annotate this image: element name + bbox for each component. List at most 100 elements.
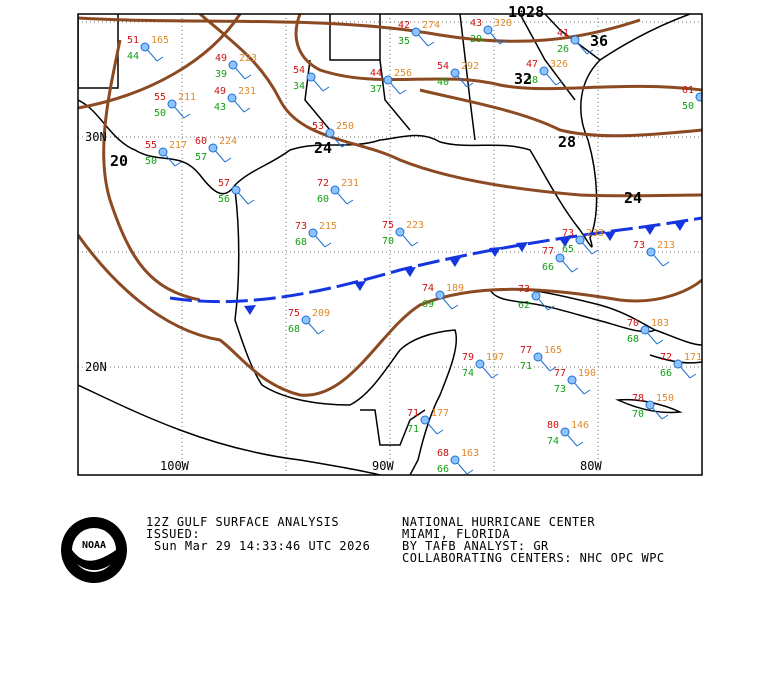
- wind-feather: [591, 249, 599, 255]
- front-pip: [489, 247, 501, 257]
- pressure: 274: [422, 20, 440, 31]
- pressure: 209: [312, 308, 330, 319]
- pressure: 190: [578, 368, 596, 379]
- station-circle: [158, 147, 168, 157]
- station: 75 68 209: [288, 308, 330, 335]
- dewpoint: 50: [682, 101, 694, 112]
- station: 77 71 165: [520, 345, 562, 372]
- station: 44 37 256: [370, 68, 412, 95]
- station-circle: [167, 99, 177, 109]
- pressure: 171: [684, 352, 702, 363]
- temperature: 47: [526, 59, 538, 70]
- wind-feather: [571, 267, 579, 273]
- temperature: 57: [218, 178, 230, 189]
- station-circle: [560, 427, 570, 437]
- station: 54 40 292: [437, 61, 479, 88]
- dewpoint: 57: [195, 152, 207, 163]
- temperature: 68: [437, 448, 449, 459]
- isobar-label: 1028: [508, 3, 544, 21]
- issued-time: Sun Mar 29 14:33:46 UTC 2026: [154, 539, 370, 553]
- station: 73 213: [633, 240, 675, 267]
- station: 78 70 150: [632, 393, 674, 420]
- wind-feather: [174, 161, 182, 167]
- product-title: 12Z GULF SURFACE ANALYSIS: [146, 515, 339, 529]
- front-pip: [674, 221, 686, 231]
- pressure: 231: [341, 178, 359, 189]
- front-pip: [404, 267, 416, 277]
- noaa-logo: NOAA: [61, 517, 127, 583]
- pressure: 146: [571, 420, 589, 431]
- temperature: 70: [627, 318, 639, 329]
- pressure: 189: [446, 283, 464, 294]
- wind-feather: [712, 107, 718, 111]
- station-circle: [435, 290, 445, 300]
- pressure: 150: [656, 393, 674, 404]
- dewpoint: 29: [470, 34, 482, 45]
- logo-text: NOAA: [82, 540, 106, 551]
- station: 73 68 215: [295, 221, 337, 248]
- station-circle: [411, 27, 421, 37]
- temperature: 55: [145, 140, 157, 151]
- grid-label: 100W: [160, 459, 190, 473]
- wind-feather: [324, 242, 332, 248]
- station: 74 69 189: [422, 283, 464, 310]
- dewpoint: 26: [557, 44, 569, 55]
- temperature: 79: [462, 352, 474, 363]
- station: 51 44 165: [127, 35, 169, 62]
- station: 55 50 211: [154, 92, 196, 119]
- wind-feather: [451, 304, 459, 310]
- station: 70 68 183: [627, 318, 669, 345]
- pressure: 224: [219, 136, 237, 147]
- pressure: 326: [550, 59, 568, 70]
- temperature: 54: [437, 61, 449, 72]
- station: 43 29 320: [470, 18, 512, 45]
- station-circle: [533, 352, 543, 362]
- collaborating-centers: COLLABORATING CENTERS: NHC OPC WPC: [402, 551, 665, 565]
- wind-feather: [247, 199, 255, 205]
- dewpoint: 37: [370, 84, 382, 95]
- dewpoint: 50: [154, 108, 166, 119]
- temperature: 60: [195, 136, 207, 147]
- pressure: 223: [406, 220, 424, 231]
- pressure: 163: [461, 448, 479, 459]
- temperature: 73: [295, 221, 307, 232]
- station-circle: [301, 315, 311, 325]
- front-pip: [354, 281, 366, 291]
- front-pip: [604, 231, 616, 241]
- wind-feather: [399, 89, 407, 95]
- grid-label: 20N: [85, 360, 107, 374]
- wind-feather: [576, 441, 584, 447]
- isobar-label: 36: [590, 32, 608, 50]
- dewpoint: 74: [462, 368, 474, 379]
- pressure: 211: [178, 92, 196, 103]
- dewpoint: 66: [437, 464, 449, 475]
- front-pip: [559, 237, 571, 247]
- dewpoint: 69: [422, 299, 434, 310]
- dewpoint: 40: [437, 77, 449, 88]
- dewpoint: 70: [632, 409, 644, 420]
- temperature: 72: [317, 178, 329, 189]
- temperature: 75: [382, 220, 394, 231]
- temperature: 77: [542, 246, 554, 257]
- station-circle: [383, 75, 393, 85]
- grid-label: 80W: [580, 459, 602, 473]
- dewpoint: 68: [627, 334, 639, 345]
- temperature: 43: [470, 18, 482, 29]
- wind-feather: [156, 56, 164, 62]
- station: 80 74 146: [547, 420, 589, 447]
- pressure: 165: [151, 35, 169, 46]
- station: 49 43 231: [214, 86, 256, 113]
- wind-feather: [491, 373, 499, 379]
- temperature: 73: [562, 228, 574, 239]
- temperature: 54: [293, 65, 305, 76]
- dewpoint: 60: [317, 194, 329, 205]
- station-circle: [646, 247, 656, 257]
- wind-feather: [411, 241, 419, 247]
- station-circle: [570, 35, 580, 45]
- temperature: 55: [154, 92, 166, 103]
- wind-feather: [586, 49, 594, 55]
